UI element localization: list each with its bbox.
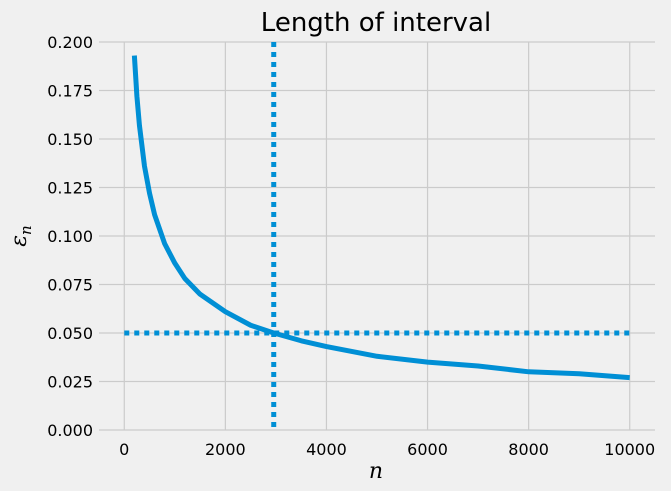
y-tick-label: 0.100 (47, 227, 93, 246)
x-tick-label: 2000 (205, 440, 246, 459)
y-tick-label: 0.050 (47, 324, 93, 343)
y-axis-label-subscript: n (17, 225, 35, 235)
y-tick-label: 0.125 (47, 179, 93, 198)
y-axis-ticks: 0.000 0.025 0.050 0.075 0.100 0.125 0.150 0.175… (47, 33, 93, 440)
x-tick-label: 0 (119, 440, 129, 459)
y-tick-label: 0.000 (47, 421, 93, 440)
series-layer (131, 55, 630, 381)
y-axis-label-main: ε (7, 235, 32, 247)
y-tick-label: 0.075 (47, 276, 93, 295)
x-tick-label: 6000 (407, 440, 448, 459)
y-tick-label: 0.175 (47, 82, 93, 101)
grid (99, 41, 655, 431)
x-axis-ticks: 0 2000 4000 6000 8000 10000 (119, 440, 655, 459)
svg-text:εn: εn (7, 225, 35, 246)
series-line (131, 55, 630, 381)
x-tick-label: 8000 (508, 440, 549, 459)
reference-lines (124, 42, 630, 430)
y-tick-label: 0.025 (47, 373, 93, 392)
x-axis-label: n (369, 459, 383, 484)
x-tick-label: 10000 (604, 440, 655, 459)
y-tick-label: 0.150 (47, 130, 93, 149)
x-tick-label: 4000 (306, 440, 347, 459)
y-axis-label: εn (7, 225, 35, 246)
y-tick-label: 0.200 (47, 33, 93, 52)
chart-title: Length of interval (261, 8, 491, 38)
